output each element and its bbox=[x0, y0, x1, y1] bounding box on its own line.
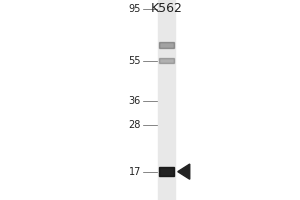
Text: 36: 36 bbox=[129, 96, 141, 106]
Text: 95: 95 bbox=[129, 4, 141, 14]
Text: 17: 17 bbox=[129, 167, 141, 177]
Text: 28: 28 bbox=[129, 120, 141, 130]
Bar bbox=[159, 58, 174, 63]
Polygon shape bbox=[178, 164, 190, 179]
Text: K562: K562 bbox=[151, 2, 182, 15]
Bar bbox=[159, 167, 174, 176]
Bar bbox=[158, 0, 175, 200]
Bar bbox=[159, 42, 174, 48]
Text: 55: 55 bbox=[128, 56, 141, 66]
